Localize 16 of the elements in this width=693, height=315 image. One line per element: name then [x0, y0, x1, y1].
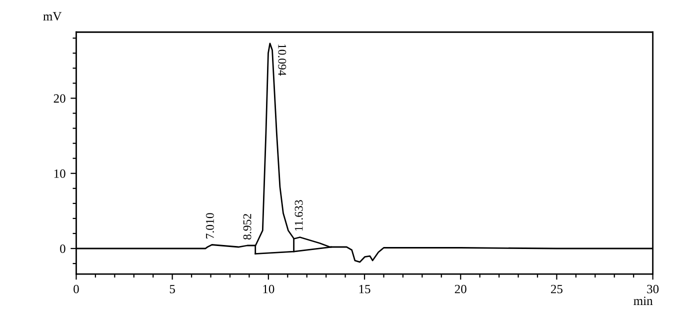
- x-tick-label: 25: [551, 284, 562, 294]
- y-axis-title: mV: [43, 12, 62, 21]
- y-tick-label: 20: [54, 94, 66, 103]
- y-tick-label: 10: [54, 169, 66, 178]
- annotation: 10.094: [278, 44, 286, 76]
- x-tick-label: 10: [263, 284, 274, 294]
- x-tick-label: 0: [74, 284, 79, 294]
- y-tick-label: 0: [60, 244, 66, 253]
- annotation: 7.010: [206, 213, 214, 238]
- annotation: 11.633: [294, 200, 303, 231]
- x-tick-label: 15: [359, 284, 370, 294]
- annotation: 8.952: [243, 214, 252, 240]
- x-tick-label: 5: [170, 284, 175, 294]
- x-tick-label: 30: [647, 284, 659, 294]
- x-axis-title: min: [634, 296, 653, 305]
- x-tick-label: 20: [454, 284, 466, 294]
